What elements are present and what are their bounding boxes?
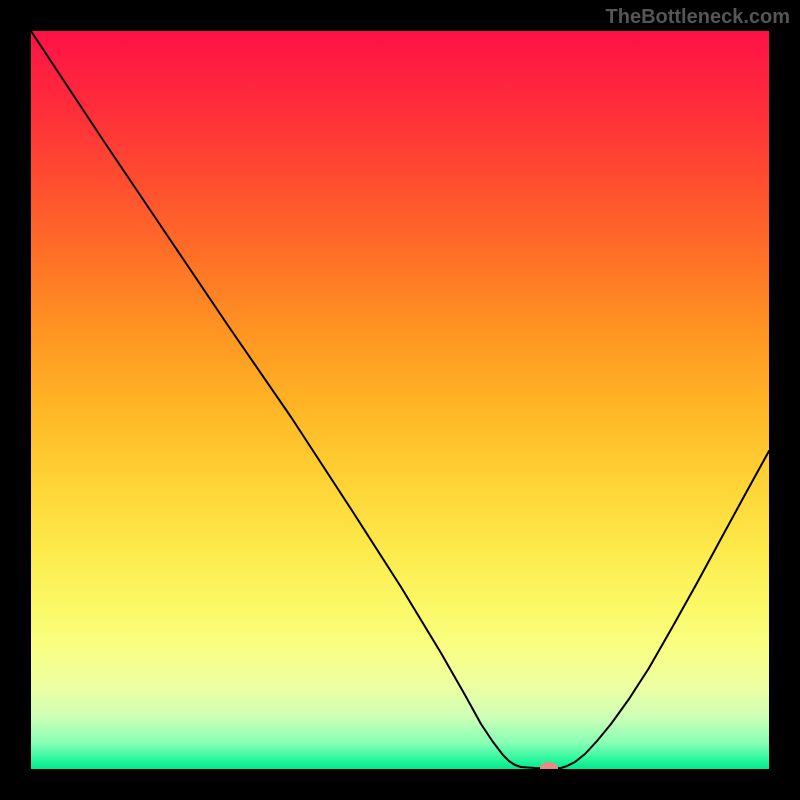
optimal-point-marker bbox=[540, 762, 558, 769]
curve-layer bbox=[31, 31, 769, 769]
plot-area bbox=[31, 31, 769, 769]
chart-container: TheBottleneck.com bbox=[0, 0, 800, 800]
watermark-text: TheBottleneck.com bbox=[606, 6, 790, 29]
bottleneck-curve bbox=[31, 31, 769, 769]
